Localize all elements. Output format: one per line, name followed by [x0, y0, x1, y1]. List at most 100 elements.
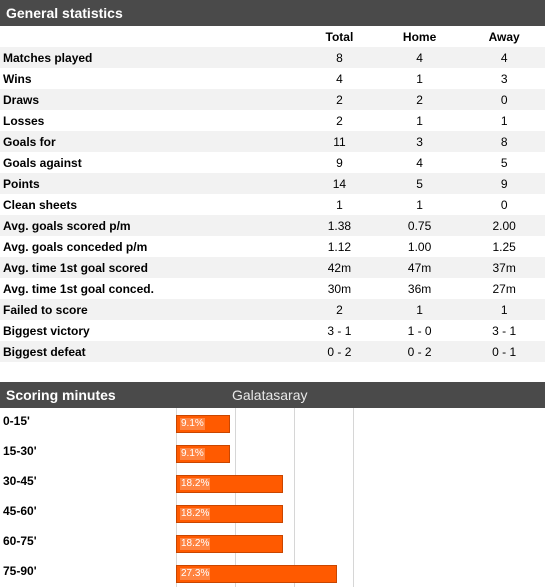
away-column-header: Away [488, 29, 520, 44]
away-value: 0 [463, 194, 545, 215]
table-row: Clean sheets 1 1 0 [0, 194, 545, 215]
home-value: 4 [375, 152, 464, 173]
table-row: Draws 2 2 0 [0, 89, 545, 110]
table-row: Matches played 8 4 4 [0, 47, 545, 68]
scoring-percent-label: 9.1% [180, 418, 205, 430]
general-statistics-table: Total Home Away Matches played 8 4 4 Wins 4 1 3… [0, 26, 545, 362]
table-row: Wins 4 1 3 [0, 68, 545, 89]
away-value: 37m [463, 257, 545, 278]
total-value: 30m [303, 278, 376, 299]
scoring-percent-label: 27.3% [180, 568, 211, 580]
stat-label: Biggest defeat [0, 341, 303, 362]
home-value: 5 [375, 173, 464, 194]
total-value: 4 [303, 68, 376, 89]
home-value: 1 [375, 194, 464, 215]
scoring-bar: 9.1% [176, 415, 230, 433]
minute-row: 60-75' 18.2% [0, 528, 545, 558]
team-name: Galatasaray [232, 387, 308, 403]
minute-row: 75-90' 27.3% [0, 558, 545, 588]
home-value: 1.00 [375, 236, 464, 257]
home-value: 1 [375, 68, 464, 89]
away-value: 9 [463, 173, 545, 194]
total-value: 1.12 [303, 236, 376, 257]
label-column-header [0, 26, 303, 47]
scoring-bar: 27.3% [176, 565, 337, 583]
table-body: Matches played 8 4 4 Wins 4 1 3 Draws 2 2 0 Losses 2 1… [0, 47, 545, 362]
total-value: 8 [303, 47, 376, 68]
table-row: Avg. goals conceded p/m 1.12 1.00 1.25 [0, 236, 545, 257]
scoring-bar: 18.2% [176, 475, 283, 493]
general-statistics-title: General statistics [6, 5, 123, 21]
stat-label: Avg. time 1st goal scored [0, 257, 303, 278]
minute-range-label: 45-60' [3, 504, 37, 518]
table-row: Failed to score 2 1 1 [0, 299, 545, 320]
minute-range-label: 75-90' [3, 564, 37, 578]
stat-label: Avg. time 1st goal conced. [0, 278, 303, 299]
table-row: Goals for 11 3 8 [0, 131, 545, 152]
stat-label: Goals for [0, 131, 303, 152]
stat-label: Losses [0, 110, 303, 131]
total-value: 9 [303, 152, 376, 173]
minute-range-label: 30-45' [3, 474, 37, 488]
stat-label: Draws [0, 89, 303, 110]
home-value: 1 [375, 110, 464, 131]
stat-label: Matches played [0, 47, 303, 68]
minute-row: 30-45' 18.2% [0, 468, 545, 498]
scoring-percent-label: 18.2% [180, 478, 211, 490]
total-value: 14 [303, 173, 376, 194]
minute-row: 15-30' 9.1% [0, 438, 545, 468]
total-value: 2 [303, 299, 376, 320]
scoring-percent-label: 18.2% [180, 538, 211, 550]
stat-label: Wins [0, 68, 303, 89]
away-value: 0 - 1 [463, 341, 545, 362]
minute-row: 0-15' 9.1% [0, 408, 545, 438]
table-row: Losses 2 1 1 [0, 110, 545, 131]
stat-label: Biggest victory [0, 320, 303, 341]
home-value: 36m [375, 278, 464, 299]
scoring-percent-label: 18.2% [180, 508, 211, 520]
table-header-row: Total Home Away [0, 26, 545, 47]
minute-range-label: 15-30' [3, 444, 37, 458]
stat-label: Avg. goals scored p/m [0, 215, 303, 236]
total-column-header: Total [325, 29, 354, 44]
away-value: 1 [463, 110, 545, 131]
scoring-percent-label: 9.1% [180, 448, 205, 460]
away-value: 1 [463, 299, 545, 320]
home-value: 1 [375, 299, 464, 320]
section-gap [0, 362, 545, 382]
scoring-minutes-title: Scoring minutes [6, 387, 116, 403]
away-value: 2.00 [463, 215, 545, 236]
minute-row: 45-60' 18.2% [0, 498, 545, 528]
stat-label: Points [0, 173, 303, 194]
table-row: Goals against 9 4 5 [0, 152, 545, 173]
stat-label: Avg. goals conceded p/m [0, 236, 303, 257]
home-value: 1 - 0 [375, 320, 464, 341]
away-value: 3 [463, 68, 545, 89]
away-value: 5 [463, 152, 545, 173]
home-column-header: Home [402, 29, 437, 44]
away-value: 1.25 [463, 236, 545, 257]
table-row: Avg. time 1st goal scored 42m 47m 37m [0, 257, 545, 278]
total-value: 3 - 1 [303, 320, 376, 341]
home-value: 3 [375, 131, 464, 152]
away-value: 0 [463, 89, 545, 110]
away-value: 3 - 1 [463, 320, 545, 341]
total-value: 1 [303, 194, 376, 215]
gridline [235, 408, 236, 587]
total-value: 2 [303, 110, 376, 131]
table-row: Points 14 5 9 [0, 173, 545, 194]
total-value: 1.38 [303, 215, 376, 236]
scoring-bar: 9.1% [176, 445, 230, 463]
stat-label: Clean sheets [0, 194, 303, 215]
home-value: 0 - 2 [375, 341, 464, 362]
minute-range-label: 0-15' [3, 414, 30, 428]
total-value: 42m [303, 257, 376, 278]
table-row: Avg. time 1st goal conced. 30m 36m 27m [0, 278, 545, 299]
total-value: 11 [303, 131, 376, 152]
home-value: 2 [375, 89, 464, 110]
total-value: 0 - 2 [303, 341, 376, 362]
away-value: 27m [463, 278, 545, 299]
gridline [294, 408, 295, 587]
